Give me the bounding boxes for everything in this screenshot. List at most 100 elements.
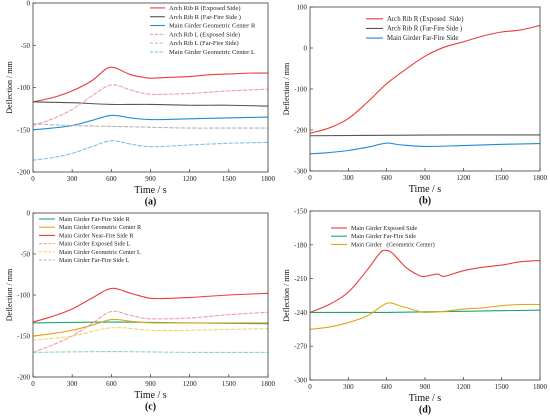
x-tick-label: 1800 [261, 380, 276, 388]
legend-label: Main Girder Geometric Center L [169, 49, 255, 56]
x-tick-label: 600 [106, 175, 117, 183]
x-tick-label: 1200 [183, 175, 198, 183]
y-axis-label: Deflection / mm [5, 61, 14, 114]
series-line-c-2 [33, 318, 268, 337]
legend: Arch Rib R (Exposed Side) Arch Rib R (Far… [366, 16, 463, 42]
legend-label: Arch Rib R (Exposed Side) [387, 16, 463, 23]
legend-label: Arch Rib R (Far-Fire Side ) [387, 26, 462, 33]
y-tick-label: 0 [304, 45, 308, 53]
x-axis-label: Time / s [409, 184, 442, 195]
series-line-b-3 [310, 142, 540, 155]
series-line-d-1 [310, 249, 540, 313]
series-line-d-3 [310, 302, 540, 330]
legend-label: Main Girder Far-Fire Side [351, 233, 416, 240]
y-tick-label: -200 [294, 127, 307, 135]
legend-label: Main Girder Far-Fire Side L [59, 257, 130, 264]
x-tick-label: 900 [145, 380, 156, 388]
legend-label: Arch Rib L (Far-Fire Side) [169, 40, 239, 47]
x-tick-label: 600 [381, 174, 392, 182]
chart-panel-b: 0 300 600 900 1200 1500 1800 100 0 -100 -200 -300 Ar… [282, 4, 548, 207]
y-tick-label: -210 [294, 275, 307, 283]
plot-frame [32, 212, 269, 378]
x-tick-label: 0 [308, 174, 312, 182]
x-axis-label: Time / s [134, 390, 167, 401]
x-tick-label: 600 [381, 383, 392, 391]
y-tick-label: -100 [294, 86, 307, 94]
y-tick-label: -150 [17, 333, 30, 341]
legend-label: Main Girder Exposed Side L [59, 241, 131, 248]
plot-frame [32, 2, 269, 173]
x-axis-label: Time / s [134, 185, 167, 196]
series-line-a-4 [33, 84, 268, 127]
legend-label: Arch Rib R (Far-Fire Side ) [169, 14, 241, 21]
x-tick-label: 1200 [456, 174, 471, 182]
legend-label: Main Girder Far-Fire Side R [59, 216, 131, 223]
legend-label: Main Girder Far-Fire Side [387, 35, 458, 42]
series-line-c-5 [33, 327, 268, 341]
series-line-a-3 [33, 114, 268, 131]
x-tick-label: 600 [106, 380, 117, 388]
legend-label: Arch Rib L (Exposed Side) [169, 31, 240, 38]
x-tick-label: 1800 [261, 175, 276, 183]
y-tick-label: -180 [294, 241, 307, 249]
x-tick-label: 900 [145, 175, 156, 183]
y-tick-label: -300 [294, 377, 307, 385]
y-tick-label: -270 [294, 343, 307, 351]
plot-frame [309, 210, 541, 381]
legend-label: Main Girder (Geometric Center) [351, 241, 435, 248]
legend-label: Main Girder Geometric Center L [59, 249, 141, 256]
series-group [310, 249, 540, 330]
legend-label: Main Girder Near-Fire Side R [59, 232, 134, 239]
plot-frame [309, 6, 541, 172]
series-group [310, 24, 540, 155]
y-axis-label: Deflection / mm [282, 62, 291, 115]
series-line-a-6 [33, 140, 268, 161]
y-tick-label: -150 [294, 208, 307, 216]
legend-label: Main Girder Geometric Center R [59, 224, 142, 231]
y-tick-label: -240 [294, 309, 307, 317]
x-tick-label: 0 [31, 380, 35, 388]
y-tick-label: -100 [17, 292, 30, 300]
y-tick-label: -200 [17, 169, 30, 177]
x-tick-label: 1500 [495, 174, 510, 182]
x-tick-label: 900 [420, 174, 431, 182]
x-tick-label: 1200 [456, 383, 471, 391]
x-tick-label: 1500 [222, 380, 237, 388]
series-line-c-3 [33, 287, 268, 323]
legend-label: Arch Rib R (Exposed Side) [169, 5, 241, 12]
x-tick-label: 1800 [533, 383, 548, 391]
y-tick-label: 0 [27, 210, 31, 218]
x-tick-label: 900 [420, 383, 431, 391]
y-tick-label: 0 [27, 0, 31, 8]
chart-panel-a: 0 300 600 900 1200 1500 1800 0 -50 -100 -150 -200 Ar… [5, 0, 276, 208]
x-axis-label: Time / s [409, 393, 442, 404]
chart-panel-d: 0 300 600 900 1200 1500 1800 -150 -180 -210 -240 -2… [282, 208, 548, 416]
series-line-a-2 [33, 101, 268, 107]
x-tick-label: 0 [31, 175, 35, 183]
x-tick-label: 1200 [183, 380, 198, 388]
series-line-c-4 [33, 310, 268, 353]
x-tick-label: 300 [343, 174, 354, 182]
x-tick-label: 0 [308, 383, 312, 391]
series-group [33, 287, 268, 354]
series-line-a-5 [33, 123, 268, 129]
x-tick-label: 300 [67, 175, 78, 183]
series-line-b-2 [310, 134, 540, 137]
x-tick-label: 1500 [222, 175, 237, 183]
panel-label: (d) [419, 405, 431, 416]
chart-panel-c: 0 300 600 900 1200 1500 1800 0 -50 -100 -150 -200 Ma… [5, 210, 276, 413]
y-tick-label: -50 [21, 42, 31, 50]
y-tick-label: -50 [21, 251, 31, 259]
y-axis-label: Deflection / mm [282, 269, 291, 322]
y-tick-label: -200 [17, 374, 30, 382]
series-line-a-1 [33, 66, 268, 103]
y-tick-label: -100 [17, 84, 30, 92]
series-line-c-6 [33, 351, 268, 354]
series-group [33, 66, 268, 161]
y-tick-label: 100 [297, 4, 308, 12]
y-tick-label: -300 [294, 168, 307, 176]
series-line-b-1 [310, 24, 540, 134]
